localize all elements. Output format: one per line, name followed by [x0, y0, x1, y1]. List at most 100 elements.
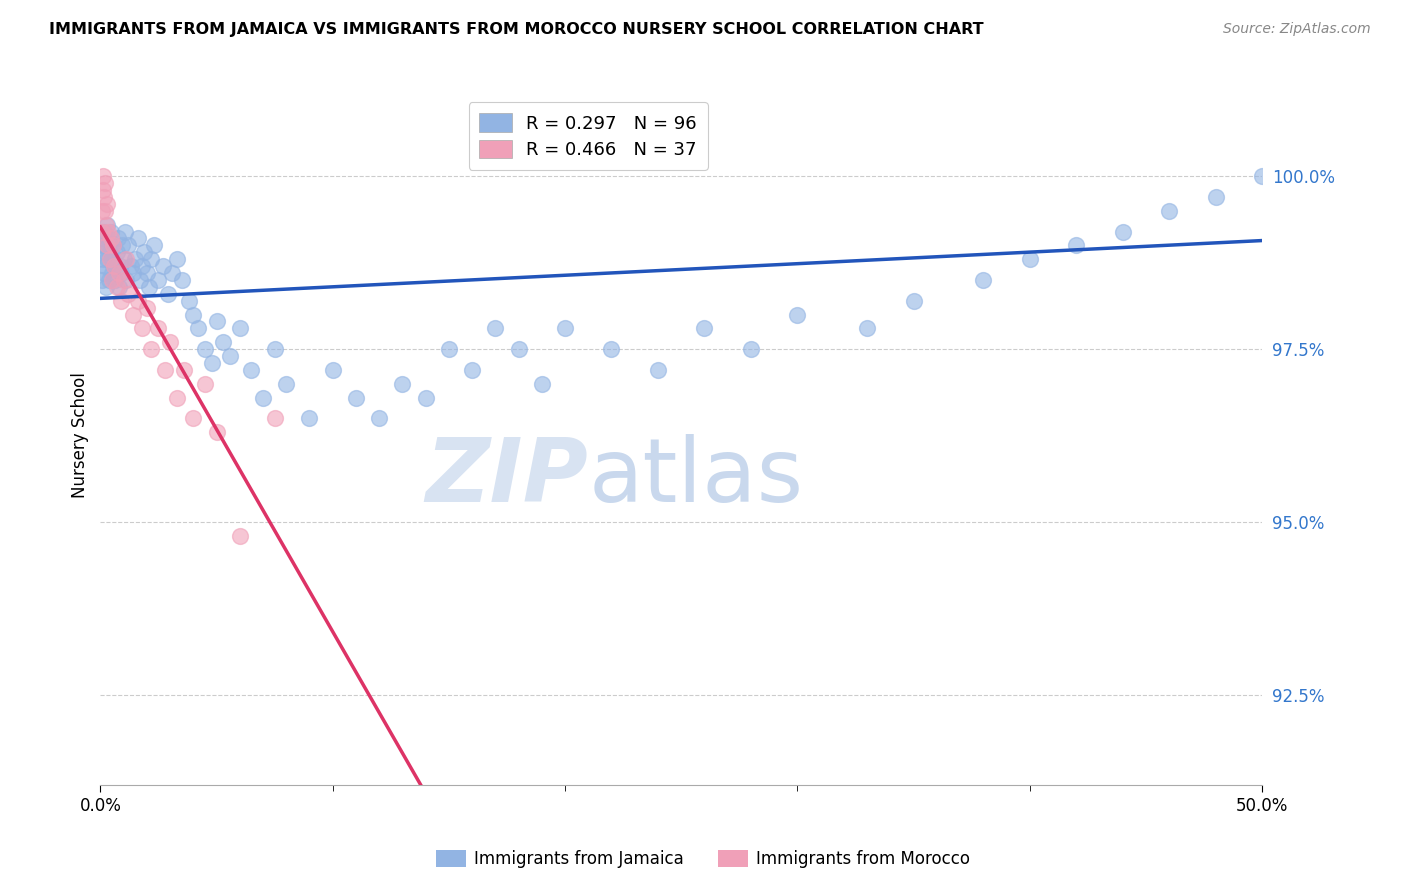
- Point: [856, 321, 879, 335]
- Point: [484, 321, 506, 335]
- Point: [600, 342, 623, 356]
- Point: [127, 293, 149, 308]
- Text: IMMIGRANTS FROM JAMAICA VS IMMIGRANTS FROM MOROCCO NURSERY SCHOOL CORRELATION CH: IMMIGRANTS FROM JAMAICA VS IMMIGRANTS FR…: [49, 22, 984, 37]
- Point: [127, 231, 149, 245]
- Point: [415, 391, 437, 405]
- Point: [229, 321, 252, 335]
- Point: [96, 218, 118, 232]
- Point: [110, 293, 132, 308]
- Point: [344, 391, 367, 405]
- Point: [103, 259, 125, 273]
- Point: [166, 391, 188, 405]
- Point: [252, 391, 274, 405]
- Point: [786, 308, 808, 322]
- Point: [117, 238, 139, 252]
- Point: [112, 252, 135, 267]
- Point: [96, 218, 118, 232]
- Point: [94, 259, 117, 273]
- Point: [108, 259, 131, 273]
- Point: [1111, 225, 1133, 239]
- Point: [124, 252, 146, 267]
- Point: [194, 342, 217, 356]
- Point: [530, 376, 553, 391]
- Point: [322, 363, 344, 377]
- Point: [93, 203, 115, 218]
- Y-axis label: Nursery School: Nursery School: [72, 373, 89, 499]
- Point: [391, 376, 413, 391]
- Point: [162, 266, 184, 280]
- Point: [240, 363, 263, 377]
- Point: [903, 293, 925, 308]
- Point: [115, 252, 138, 267]
- Text: ZIP: ZIP: [426, 434, 588, 521]
- Point: [128, 273, 150, 287]
- Point: [135, 301, 157, 315]
- Point: [105, 245, 128, 260]
- Point: [108, 280, 131, 294]
- Point: [91, 203, 114, 218]
- Point: [115, 273, 138, 287]
- Point: [93, 266, 115, 280]
- Point: [181, 411, 204, 425]
- Point: [101, 273, 124, 287]
- Point: [97, 231, 120, 245]
- Point: [205, 314, 228, 328]
- Point: [97, 273, 120, 287]
- Point: [141, 252, 163, 267]
- Legend: Immigrants from Jamaica, Immigrants from Morocco: Immigrants from Jamaica, Immigrants from…: [429, 843, 977, 875]
- Point: [1064, 238, 1087, 252]
- Point: [96, 238, 118, 252]
- Point: [91, 169, 114, 184]
- Point: [194, 376, 217, 391]
- Point: [205, 425, 228, 439]
- Point: [105, 280, 128, 294]
- Point: [138, 280, 160, 294]
- Point: [94, 176, 117, 190]
- Point: [554, 321, 576, 335]
- Point: [437, 342, 460, 356]
- Point: [647, 363, 669, 377]
- Point: [212, 335, 235, 350]
- Point: [96, 197, 118, 211]
- Point: [122, 308, 145, 322]
- Point: [155, 363, 177, 377]
- Point: [131, 259, 153, 273]
- Point: [93, 225, 115, 239]
- Point: [173, 363, 195, 377]
- Point: [142, 238, 165, 252]
- Point: [120, 259, 142, 273]
- Point: [181, 308, 204, 322]
- Point: [170, 273, 193, 287]
- Point: [107, 231, 129, 245]
- Point: [100, 266, 122, 280]
- Point: [1205, 190, 1227, 204]
- Point: [122, 266, 145, 280]
- Point: [201, 356, 224, 370]
- Point: [114, 225, 136, 239]
- Point: [93, 245, 115, 260]
- Text: Source: ZipAtlas.com: Source: ZipAtlas.com: [1223, 22, 1371, 37]
- Point: [135, 266, 157, 280]
- Point: [166, 252, 188, 267]
- Point: [103, 259, 125, 273]
- Point: [98, 245, 121, 260]
- Point: [96, 252, 118, 267]
- Point: [101, 238, 124, 252]
- Point: [368, 411, 391, 425]
- Point: [1298, 155, 1320, 169]
- Point: [141, 342, 163, 356]
- Point: [108, 266, 131, 280]
- Point: [1159, 203, 1181, 218]
- Point: [104, 273, 127, 287]
- Point: [177, 293, 200, 308]
- Point: [148, 321, 170, 335]
- Point: [159, 335, 181, 350]
- Point: [103, 238, 125, 252]
- Point: [100, 231, 122, 245]
- Point: [1251, 169, 1274, 184]
- Point: [97, 225, 120, 239]
- Point: [508, 342, 530, 356]
- Point: [219, 349, 242, 363]
- Point: [91, 238, 114, 252]
- Legend: R = 0.297   N = 96, R = 0.466   N = 37: R = 0.297 N = 96, R = 0.466 N = 37: [468, 103, 707, 170]
